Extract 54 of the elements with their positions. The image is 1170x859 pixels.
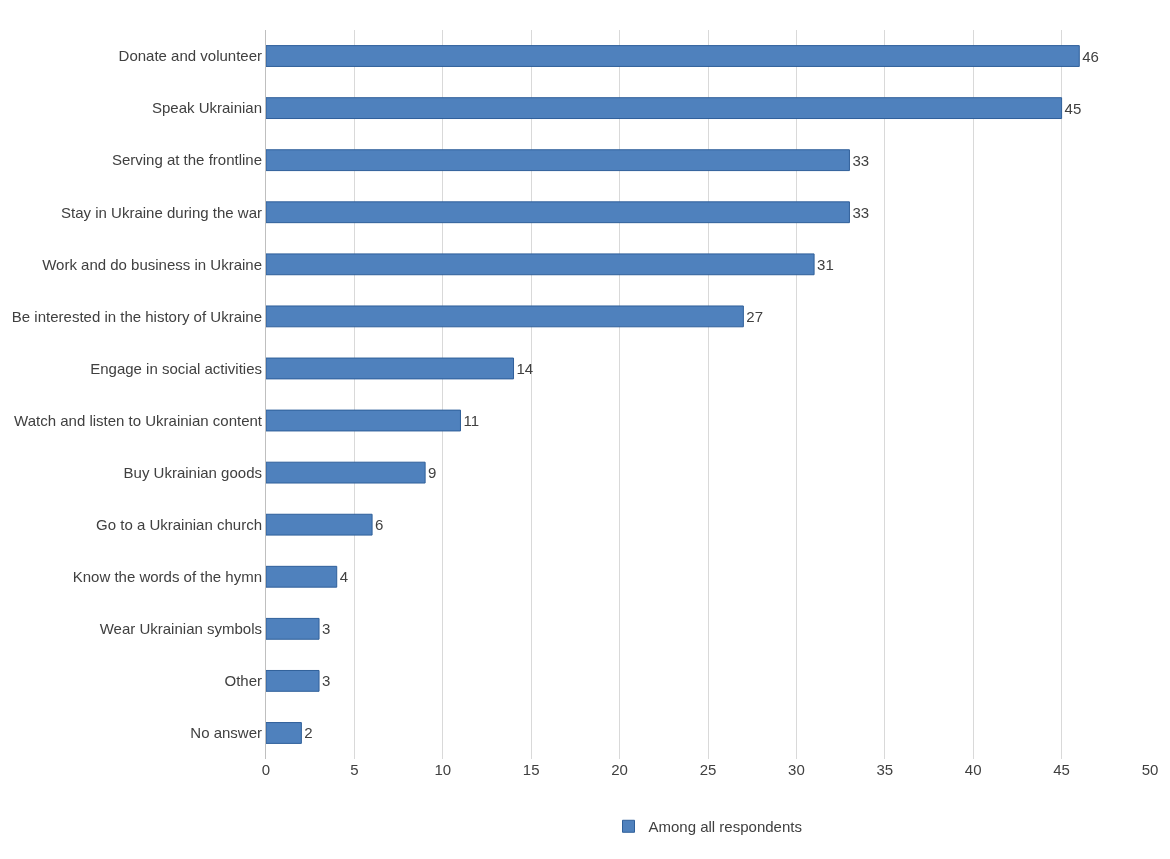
y-tick-label: Watch and listen to Ukrainian content xyxy=(14,411,263,429)
bar xyxy=(266,45,1080,67)
y-tick-label: Know the words of the hymn xyxy=(72,568,262,585)
x-tick-label: 20 xyxy=(611,761,628,778)
data-label: 46 xyxy=(1082,47,1099,65)
x-tick-label: 45 xyxy=(1053,761,1070,778)
y-tick-label: No answer xyxy=(190,724,262,742)
x-tick-label: 10 xyxy=(434,761,452,778)
bar xyxy=(266,201,850,224)
data-label: 33 xyxy=(852,151,870,169)
bar xyxy=(266,357,515,380)
bar xyxy=(266,669,320,692)
y-tick-label: Work and do business in Ukraine xyxy=(42,255,262,273)
y-tick-label: Speak Ukrainian xyxy=(151,99,262,117)
bar xyxy=(266,722,302,744)
y-tick-label: Stay in Ukraine during the war xyxy=(61,203,262,221)
bar xyxy=(266,513,373,536)
bar xyxy=(266,565,338,588)
bar xyxy=(266,305,744,328)
x-tick-label: 30 xyxy=(788,761,805,778)
y-tick-label: Wear Ukrainian symbols xyxy=(99,620,262,638)
x-tick-label: 40 xyxy=(964,761,982,778)
data-label: 9 xyxy=(428,464,437,482)
data-label: 3 xyxy=(322,620,331,638)
bar xyxy=(266,409,461,432)
y-tick-label: Be interested in the history of Ukraine xyxy=(11,307,262,325)
x-tick-label: 25 xyxy=(699,761,717,778)
data-label: 31 xyxy=(817,255,834,273)
bar xyxy=(266,617,320,640)
bar xyxy=(266,461,426,484)
y-tick-label: Buy Ukrainian goods xyxy=(123,463,262,481)
y-tick-label: Go to a Ukrainian church xyxy=(96,515,262,533)
bar xyxy=(266,149,850,172)
bar xyxy=(266,253,815,276)
x-tick-label: 35 xyxy=(876,761,894,778)
data-label: 11 xyxy=(463,412,480,430)
legend-label: Among all respondents xyxy=(648,818,802,836)
data-label: 2 xyxy=(304,724,313,742)
x-tick-label: 5 xyxy=(350,761,359,778)
y-tick-label: Engage in social activities xyxy=(90,359,262,377)
data-label: 33 xyxy=(852,203,870,221)
data-label: 14 xyxy=(516,359,534,377)
bar xyxy=(266,97,1063,120)
y-tick-label: Serving at the frontline xyxy=(111,151,262,169)
data-label: 6 xyxy=(375,516,384,534)
y-tick-label: Donate and volunteer xyxy=(118,47,262,65)
data-label: 45 xyxy=(1064,99,1082,117)
x-tick-label: 50 xyxy=(1141,761,1159,778)
data-label: 27 xyxy=(746,307,764,325)
x-tick-label: 15 xyxy=(522,761,540,778)
x-tick-label: 0 xyxy=(261,761,271,778)
data-label: 3 xyxy=(322,672,331,690)
data-label: 4 xyxy=(339,568,349,586)
y-tick-label: Other xyxy=(224,672,262,690)
